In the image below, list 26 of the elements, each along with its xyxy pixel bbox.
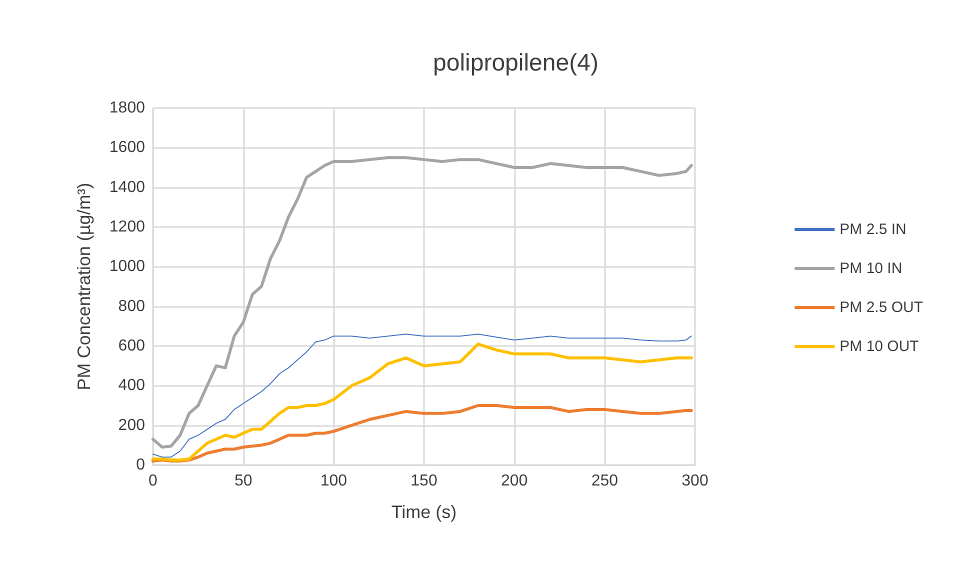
legend-label: PM 2.5 OUT xyxy=(840,299,924,316)
x-tick-label: 100 xyxy=(320,472,348,490)
y-tick-label: 800 xyxy=(118,298,146,315)
y-tick-label: 1000 xyxy=(109,258,146,276)
legend-label: PM 2.5 IN xyxy=(840,221,906,238)
x-tick-label: 0 xyxy=(148,472,158,490)
y-tick-label: 1800 xyxy=(109,100,146,116)
x-tick-label: 150 xyxy=(410,472,438,490)
y-axis-title: PM Concentration (µg/m³) xyxy=(74,182,94,390)
x-tick-label: 50 xyxy=(234,472,252,490)
x-tick-label: 300 xyxy=(682,472,708,490)
y-tick-label: 400 xyxy=(118,377,146,394)
y-tick-label: 1200 xyxy=(109,218,146,236)
x-tick-label: 200 xyxy=(500,472,528,490)
line-series xyxy=(152,156,693,449)
legend-label: PM 10 OUT xyxy=(840,338,919,355)
chart-title: polipropilene(4) xyxy=(433,50,598,76)
y-tick-label: 200 xyxy=(118,416,146,434)
y-tick-label: 1600 xyxy=(109,139,146,156)
y-tick-label: 1400 xyxy=(109,178,146,196)
line-series xyxy=(152,404,693,463)
y-tick-label: 0 xyxy=(136,456,146,474)
x-tick-label: 250 xyxy=(591,472,618,490)
x-axis-title: Time (s) xyxy=(391,502,457,522)
y-tick-label: 600 xyxy=(118,338,146,354)
legend-label: PM 10 IN xyxy=(840,260,902,277)
